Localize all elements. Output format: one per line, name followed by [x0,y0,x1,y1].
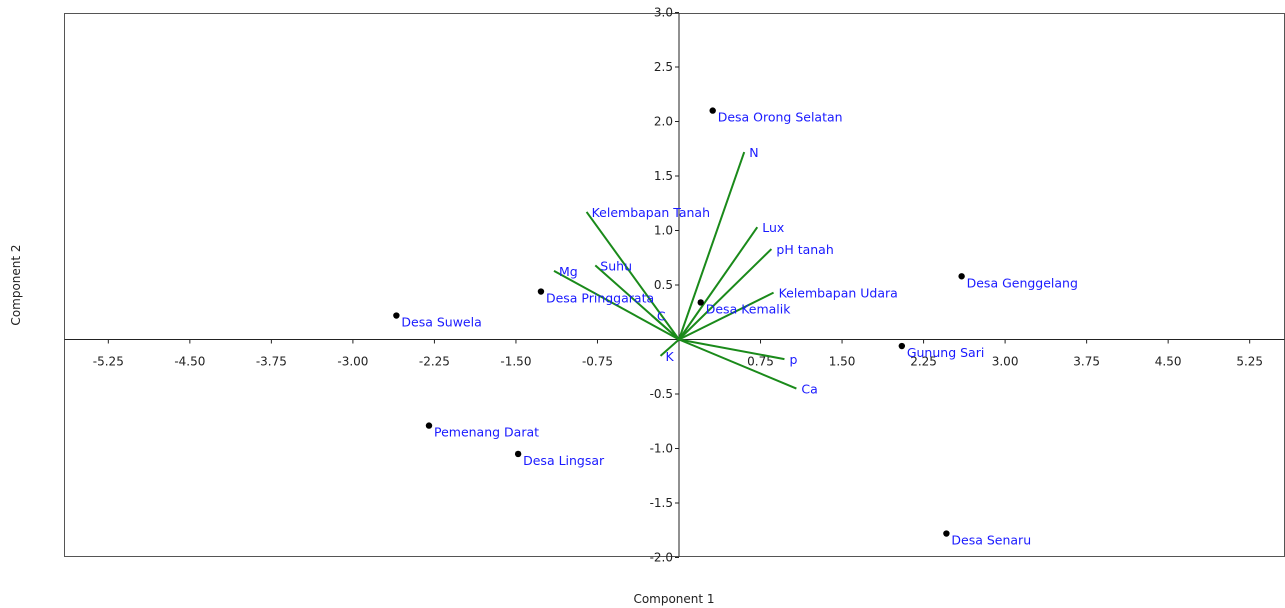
loading-vector [678,248,773,341]
y-tick-label: 1.5 [654,169,673,183]
data-point [943,530,950,537]
point-label: Desa Orong Selatan [718,110,843,125]
x-tick-label: 0.75 [747,355,774,369]
point-label: Pemenang Darat [434,425,539,440]
x-tick-label: -3.00 [337,355,368,369]
loading-vector [659,338,680,357]
plot-frame [64,13,1285,557]
loading-vector [678,226,759,341]
loading-label: Kelembapan Udara [779,286,898,301]
data-point [898,342,906,350]
loading-vector [678,338,785,361]
loading-vector [678,338,797,390]
point-label: Gunung Sari [907,345,985,360]
point-label: Desa Lingsar [523,453,605,468]
y-tick-label: -1.5 [650,496,673,510]
point-label: Desa Pringgarata [546,291,654,306]
loading-label: Ca [801,382,817,397]
x-tick-label: -5.25 [93,355,124,369]
loading-vector [678,291,775,341]
loading-vector [553,269,680,341]
y-tick-label: -0.5 [650,387,673,401]
loading-vectors: N Kelembapan Tanah Lux pH tanah Suhu Mg Kelemb… [553,145,898,397]
data-point [958,273,965,280]
loading-label: N [749,145,758,160]
x-axis-title: Component 1 [633,592,714,606]
axes [64,13,1285,557]
x-tick-label: -1.50 [500,355,531,369]
loading-vector [678,151,746,340]
point-label: Desa Genggelang [967,275,1078,290]
y-tick-label: 3.0 [654,6,673,20]
loading-vector [651,314,680,341]
x-tick-label: -3.75 [256,355,287,369]
x-tick-label: -2.25 [419,355,450,369]
loading-label: Mg [559,264,578,279]
y-tick-label: 2.0 [654,115,673,129]
x-tick-label: 3.75 [1073,355,1100,369]
point-label: Desa Kemalik [706,301,792,316]
y-axis-title: Component 2 [9,244,23,325]
x-tick-label: 4.50 [1155,355,1182,369]
x-tick-label: 3.00 [992,355,1019,369]
tick-labels: -5.25 -4.50 -3.75 -3.00 -2.25 -1.50 -0.75 0.75 1… [93,6,1263,565]
x-tick-label: 5.25 [1236,355,1263,369]
x-tick-label: -0.75 [582,355,613,369]
loading-label: Suhu [600,258,632,273]
x-tick-label: 2.25 [910,355,937,369]
loading-label: K [666,349,675,364]
y-tick-label: -2.0 [650,551,673,565]
data-point [425,422,433,429]
loading-label: Kelembapan Tanah [592,205,710,220]
data-point [709,107,716,114]
data-point [537,288,545,295]
data-point [514,450,522,458]
x-tick-label: 1.50 [829,355,856,369]
loading-vector [585,211,680,341]
loading-label: C [657,309,666,324]
y-tick-label: -1.0 [650,442,673,456]
data-point [393,312,400,319]
loading-label: p [789,352,797,367]
loading-label: Lux [762,220,784,235]
point-label: Desa Suwela [401,315,481,330]
point-label: Desa Senaru [951,533,1031,548]
y-tick-label: 1.0 [654,224,673,238]
y-tick-label: 2.5 [654,60,673,74]
loading-label: pH tanah [776,242,833,257]
x-tick-label: -4.50 [174,355,205,369]
data-point [697,299,704,306]
data-points: Desa Orong Selatan Desa Genggelang Desa Pr… [393,107,1078,548]
y-tick-label: 0.5 [654,278,673,292]
